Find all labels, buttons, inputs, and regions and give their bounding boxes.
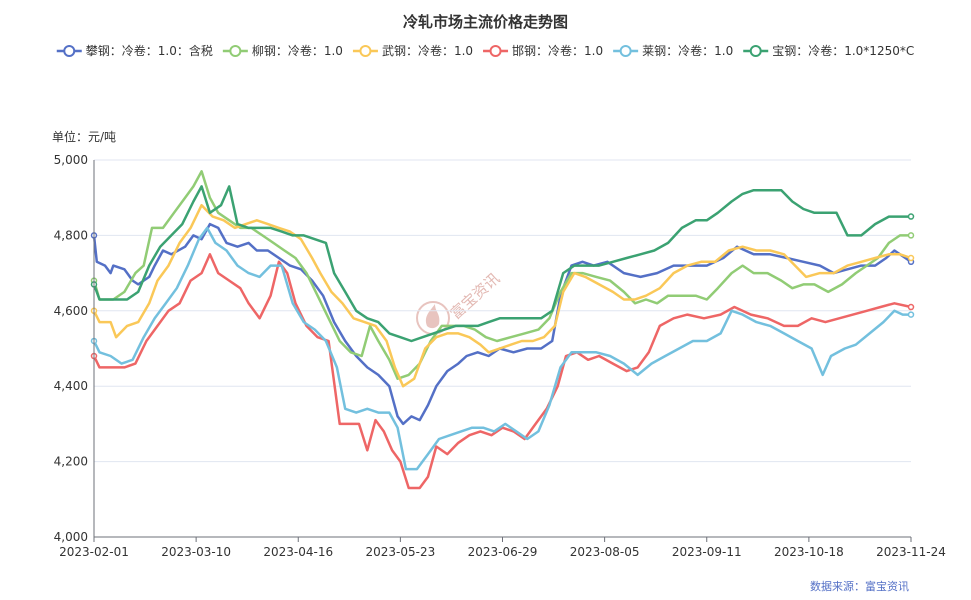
legend-item[interactable]: 邯钢：冷卷：1.0 (483, 43, 603, 58)
series-end-point (907, 213, 915, 220)
legend-marker-icon (749, 45, 762, 57)
watermark-text: 富宝资讯 (447, 269, 504, 323)
series-1 (90, 222, 915, 426)
series-line (92, 203, 912, 388)
legend-item[interactable]: 宝钢：冷卷：1.0*1250*C (743, 43, 914, 58)
y-axis-unit-label: 单位：元/吨 (52, 129, 116, 144)
legend-label: 宝钢：冷卷：1.0*1250*C (772, 43, 914, 58)
axes: 4,000 4,200 4,400 4,600 4,800 5,000 2023-02-01… (54, 153, 946, 559)
y-tick-label: 4,200 (54, 455, 88, 469)
series-3 (90, 203, 915, 388)
series-end-point (907, 232, 915, 239)
legend-item[interactable]: 莱钢：冷卷：1.0 (613, 43, 733, 58)
y-tick-label: 4,000 (54, 530, 88, 544)
watermark: 富宝资讯 (416, 269, 504, 335)
legend-marker-icon (229, 45, 242, 57)
x-tick-label: 2023-04-16 (263, 545, 333, 559)
series-line (92, 226, 911, 471)
y-tick-label: 4,800 (54, 228, 88, 242)
legend-item[interactable]: 攀钢：冷卷：1.0：含税 (56, 43, 213, 58)
source-note: 数据来源：富宝资讯 (810, 579, 909, 593)
series-line (92, 185, 911, 343)
x-tick-label: 2023-10-18 (774, 545, 844, 559)
x-tick-label: 2023-11-24 (876, 545, 946, 559)
legend: 攀钢：冷卷：1.0：含税 柳钢：冷卷：1.0 武钢：冷卷：1.0 邯钢：冷卷：1.0 莱… (56, 43, 914, 58)
legend-marker-icon (63, 45, 76, 57)
legend-label: 邯钢：冷卷：1.0 (512, 43, 603, 58)
series-end-point (907, 254, 915, 262)
series-line (92, 253, 912, 490)
legend-item[interactable]: 武钢：冷卷：1.0 (352, 43, 473, 58)
x-tick-label: 2023-05-23 (366, 545, 436, 559)
legend-label: 莱钢：冷卷：1.0 (642, 43, 733, 58)
chart-title: 冷轧市场主流价格走势图 (403, 13, 568, 31)
legend-label: 柳钢：冷卷：1.0 (252, 43, 343, 58)
legend-marker-icon (359, 45, 372, 57)
y-tick-label: 5,000 (54, 153, 88, 167)
y-tick-label: 4,400 (54, 379, 88, 393)
series-line (92, 222, 912, 426)
x-tick-label: 2023-02-01 (59, 545, 129, 559)
series-4 (90, 253, 915, 490)
legend-item[interactable]: 柳钢：冷卷：1.0 (222, 43, 343, 58)
grid (94, 159, 911, 463)
legend-label: 攀钢：冷卷：1.0：含税 (86, 43, 213, 58)
series-line (92, 170, 911, 380)
series-layer (90, 170, 915, 490)
x-tick-label: 2023-03-10 (161, 545, 231, 559)
series-end-point (907, 311, 915, 318)
legend-marker-icon (619, 45, 632, 57)
legend-label: 武钢：冷卷：1.0 (382, 43, 473, 58)
x-tick-label: 2023-08-05 (570, 545, 640, 559)
x-tick-label: 2023-09-11 (672, 545, 742, 559)
series-end-point (907, 303, 915, 311)
legend-marker-icon (489, 45, 502, 57)
x-tick-label: 2023-06-29 (468, 545, 538, 559)
y-tick-label: 4,600 (54, 304, 88, 318)
